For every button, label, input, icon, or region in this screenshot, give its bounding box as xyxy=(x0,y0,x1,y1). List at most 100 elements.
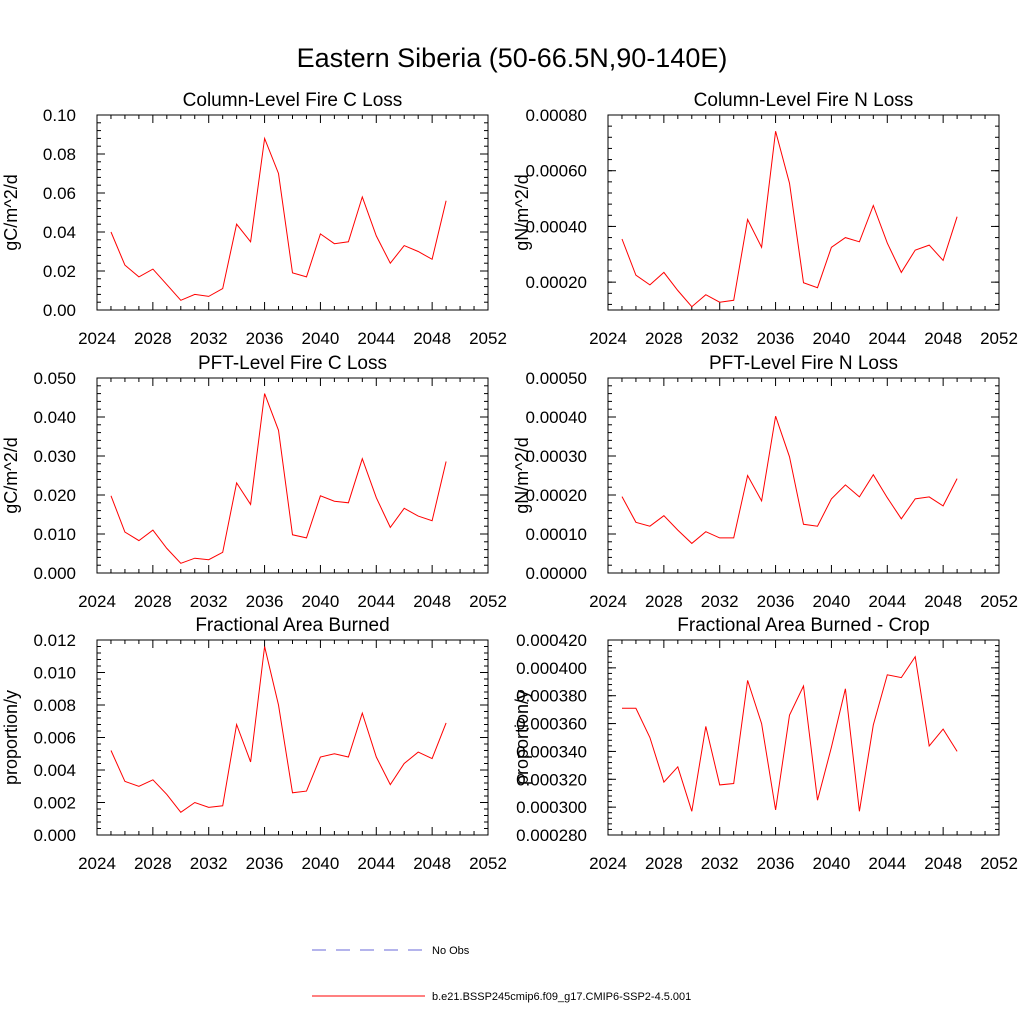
series-line xyxy=(110,136,447,301)
panel-title: Column-Level Fire C Loss xyxy=(183,90,403,111)
y-tick-label: 0.10 xyxy=(43,106,76,125)
y-tick-label: 0.04 xyxy=(43,223,76,242)
x-tick-label: 2044 xyxy=(357,592,395,611)
chart-panel: Fractional Area Burned proportion/y 2024 20… xyxy=(1,615,507,873)
x-tick-label: 2052 xyxy=(980,854,1018,873)
y-tick-label: 0.00 xyxy=(43,301,76,320)
x-tick-label: 2028 xyxy=(645,854,683,873)
y-tick-label: 0.000300 xyxy=(516,798,587,817)
x-tick-label: 2052 xyxy=(980,592,1018,611)
legend-model-label: b.e21.BSSP245cmip6.f09_g17.CMIP6-SSP2-4.… xyxy=(432,991,691,1003)
x-tick-label: 2032 xyxy=(701,854,739,873)
x-tick-label: 2024 xyxy=(589,329,627,348)
y-tick-label: 0.004 xyxy=(33,761,76,780)
figure-title: Eastern Siberia (50-66.5N,90-140E) xyxy=(297,43,728,73)
y-tick-label: 0.020 xyxy=(33,486,76,505)
x-tick-label: 2032 xyxy=(190,329,228,348)
y-tick-label: 0.000280 xyxy=(516,826,587,845)
panel-title: Fractional Area Burned xyxy=(195,615,389,636)
x-tick-label: 2040 xyxy=(813,592,851,611)
x-tick-label: 2044 xyxy=(357,329,395,348)
x-tick-label: 2040 xyxy=(302,329,340,348)
x-tick-label: 2024 xyxy=(589,592,627,611)
plot-frame xyxy=(607,639,1000,836)
series-line xyxy=(110,393,447,564)
y-tick-label: 0.010 xyxy=(33,664,76,683)
x-tick-label: 2040 xyxy=(302,592,340,611)
y-tick-label: 0.006 xyxy=(33,729,76,748)
y-tick-label: 0.000320 xyxy=(516,770,587,789)
y-tick-label: 0.008 xyxy=(33,696,76,715)
y-tick-label: 0.00080 xyxy=(526,106,587,125)
y-tick-label: 0.00030 xyxy=(526,447,587,466)
x-tick-label: 2040 xyxy=(302,854,340,873)
x-tick-label: 2040 xyxy=(813,854,851,873)
x-tick-label: 2028 xyxy=(645,592,683,611)
plot-frame xyxy=(96,114,489,311)
panel-title: Fractional Area Burned - Crop xyxy=(677,615,929,636)
chart-panel: PFT-Level Fire C Loss gC/m^2/d 2024 2028 203… xyxy=(1,353,507,611)
x-tick-label: 2024 xyxy=(78,329,116,348)
chart-panel: PFT-Level Fire N Loss gN/m^2/d 2024 2028 203… xyxy=(512,353,1018,611)
y-tick-label: 0.00020 xyxy=(526,486,587,505)
legend: No Obs b.e21.BSSP245cmip6.f09_g17.CMIP6-… xyxy=(312,945,691,1003)
x-tick-label: 2044 xyxy=(868,592,906,611)
x-tick-label: 2032 xyxy=(190,854,228,873)
panel-title: PFT-Level Fire C Loss xyxy=(198,353,387,374)
y-tick-label: 0.00010 xyxy=(526,525,587,544)
x-tick-label: 2036 xyxy=(246,329,284,348)
x-tick-label: 2052 xyxy=(469,329,507,348)
y-tick-label: 0.000 xyxy=(33,564,76,583)
y-axis-label: gN/m^2/d xyxy=(512,437,532,513)
y-tick-label: 0.000360 xyxy=(516,715,587,734)
x-tick-label: 2044 xyxy=(868,329,906,348)
y-tick-label: 0.012 xyxy=(33,631,76,650)
x-tick-label: 2024 xyxy=(589,854,627,873)
x-tick-label: 2048 xyxy=(413,854,451,873)
y-tick-label: 0.08 xyxy=(43,145,76,164)
plot-frame xyxy=(96,639,489,836)
x-tick-label: 2036 xyxy=(757,854,795,873)
panel-title: Column-Level Fire N Loss xyxy=(694,90,914,111)
y-axis-label: proportion/y xyxy=(512,690,532,785)
x-tick-label: 2044 xyxy=(357,854,395,873)
series-line xyxy=(110,646,447,813)
y-axis-label: gN/m^2/d xyxy=(512,174,532,250)
y-tick-label: 0.00040 xyxy=(526,217,587,236)
y-tick-label: 0.002 xyxy=(33,794,76,813)
y-tick-label: 0.000400 xyxy=(516,659,587,678)
x-tick-label: 2028 xyxy=(134,854,172,873)
y-tick-label: 0.050 xyxy=(33,369,76,388)
x-tick-label: 2028 xyxy=(645,329,683,348)
x-tick-label: 2032 xyxy=(701,329,739,348)
x-tick-label: 2036 xyxy=(246,592,284,611)
y-axis-label: gC/m^2/d xyxy=(1,437,21,513)
x-tick-label: 2048 xyxy=(924,854,962,873)
x-tick-label: 2028 xyxy=(134,329,172,348)
x-tick-label: 2032 xyxy=(701,592,739,611)
x-tick-label: 2028 xyxy=(134,592,172,611)
y-tick-label: 0.030 xyxy=(33,447,76,466)
y-tick-label: 0.000340 xyxy=(516,742,587,761)
x-tick-label: 2048 xyxy=(924,329,962,348)
x-tick-label: 2048 xyxy=(413,329,451,348)
x-tick-label: 2052 xyxy=(469,854,507,873)
x-tick-label: 2040 xyxy=(813,329,851,348)
x-tick-label: 2036 xyxy=(757,592,795,611)
y-axis-label: proportion/y xyxy=(1,690,21,785)
chart-panel: Fractional Area Burned - Crop proportion/… xyxy=(512,615,1018,873)
legend-obs-label: No Obs xyxy=(432,945,470,957)
x-tick-label: 2024 xyxy=(78,854,116,873)
y-axis-label: gC/m^2/d xyxy=(1,174,21,250)
series-line xyxy=(621,131,958,308)
panel-title: PFT-Level Fire N Loss xyxy=(709,353,898,374)
y-tick-label: 0.02 xyxy=(43,262,76,281)
y-tick-label: 0.010 xyxy=(33,525,76,544)
y-tick-label: 0.000 xyxy=(33,826,76,845)
x-tick-label: 2052 xyxy=(469,592,507,611)
y-tick-label: 0.040 xyxy=(33,408,76,427)
x-tick-label: 2032 xyxy=(190,592,228,611)
series-line xyxy=(621,416,958,545)
x-tick-label: 2024 xyxy=(78,592,116,611)
